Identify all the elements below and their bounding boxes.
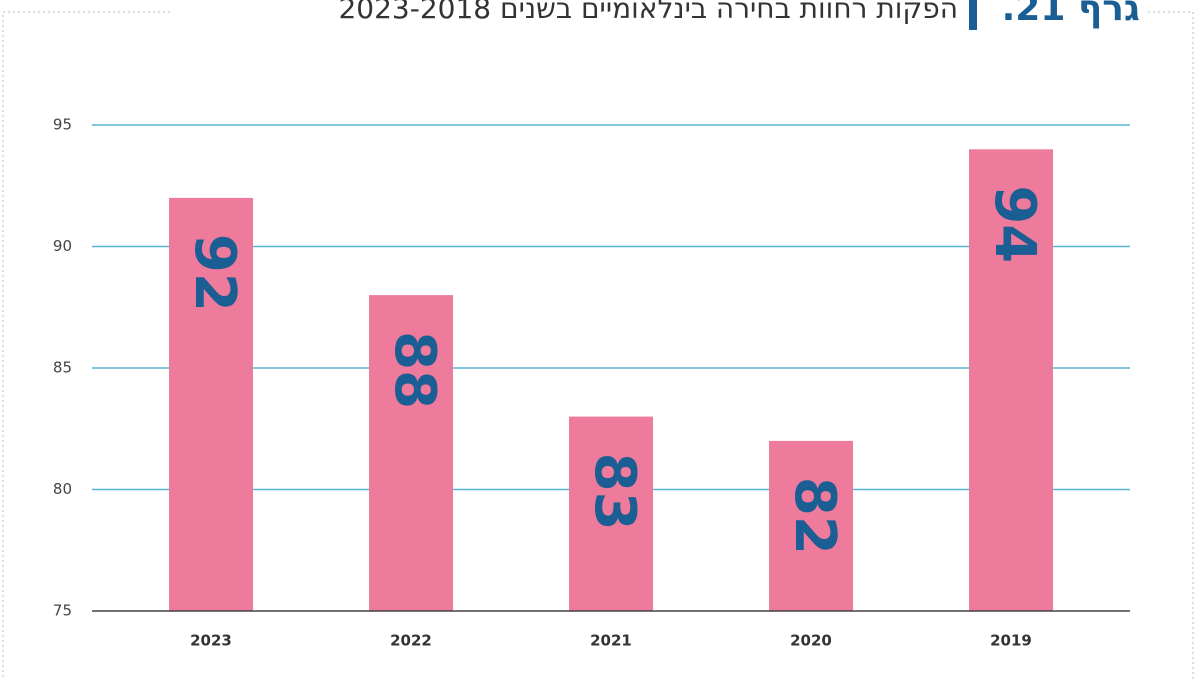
chart-title: גרף 21. <box>1002 0 1140 29</box>
x-tick-label: 2020 <box>790 632 832 650</box>
x-tick-label: 2019 <box>990 632 1032 650</box>
bar <box>569 416 653 611</box>
value-label: 94 <box>982 185 1047 263</box>
bar <box>769 440 853 611</box>
value-label: 88 <box>382 331 447 409</box>
value-label: 82 <box>782 477 847 555</box>
chart-subtitle: הפקות רחוות בחירה בינלאומיים בשנים 2023-… <box>338 0 958 25</box>
bar <box>969 149 1053 612</box>
y-tick-label: 95 <box>53 116 72 134</box>
x-tick-label: 2022 <box>390 632 432 650</box>
bar <box>169 197 253 611</box>
x-tick-label: 2023 <box>190 632 232 650</box>
y-tick-label: 75 <box>53 602 72 620</box>
bar <box>369 295 453 611</box>
value-label: 83 <box>582 453 647 531</box>
title-accent <box>969 0 977 30</box>
title-mask <box>170 0 1145 30</box>
y-tick-label: 80 <box>53 480 72 498</box>
value-label: 92 <box>182 234 247 312</box>
x-tick-label: 2021 <box>590 632 632 650</box>
y-tick-label: 90 <box>53 237 72 255</box>
y-tick-label: 85 <box>53 359 72 377</box>
